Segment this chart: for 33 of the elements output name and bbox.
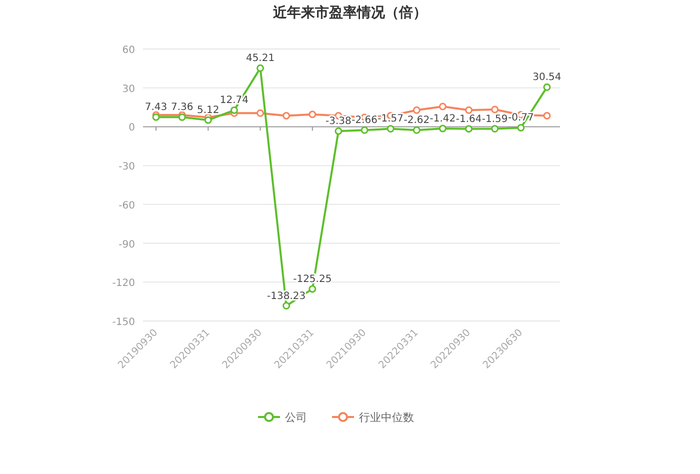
y-tick-label: -150 bbox=[112, 317, 135, 328]
y-tick-label: 60 bbox=[122, 45, 135, 56]
y-tick-label: 30 bbox=[122, 84, 135, 95]
point bbox=[282, 112, 290, 120]
point bbox=[491, 125, 499, 133]
point bbox=[334, 127, 342, 135]
point bbox=[412, 126, 420, 134]
legend-label: 行业中位数 bbox=[359, 411, 414, 424]
point bbox=[465, 106, 473, 114]
point bbox=[360, 126, 368, 134]
y-tick-label: -90 bbox=[118, 239, 135, 250]
legend-label: 公司 bbox=[285, 411, 307, 424]
point bbox=[412, 106, 420, 114]
point bbox=[465, 125, 473, 133]
y-tick-label: -120 bbox=[112, 278, 135, 290]
point bbox=[230, 106, 238, 114]
y-tick-label: -30 bbox=[118, 162, 135, 173]
y-tick-label: -60 bbox=[118, 200, 135, 212]
point bbox=[308, 110, 316, 118]
point bbox=[386, 125, 394, 132]
point bbox=[491, 106, 499, 114]
point bbox=[438, 102, 446, 110]
point bbox=[308, 285, 316, 293]
point bbox=[517, 124, 525, 132]
point bbox=[282, 302, 290, 310]
y-tick-label: 0 bbox=[128, 122, 135, 134]
point bbox=[543, 83, 551, 91]
point bbox=[204, 116, 212, 124]
point bbox=[256, 109, 264, 117]
point bbox=[256, 64, 264, 72]
point bbox=[543, 112, 551, 120]
chart-title: 近年来市盈率情况（倍） bbox=[272, 4, 427, 21]
point bbox=[438, 124, 446, 132]
